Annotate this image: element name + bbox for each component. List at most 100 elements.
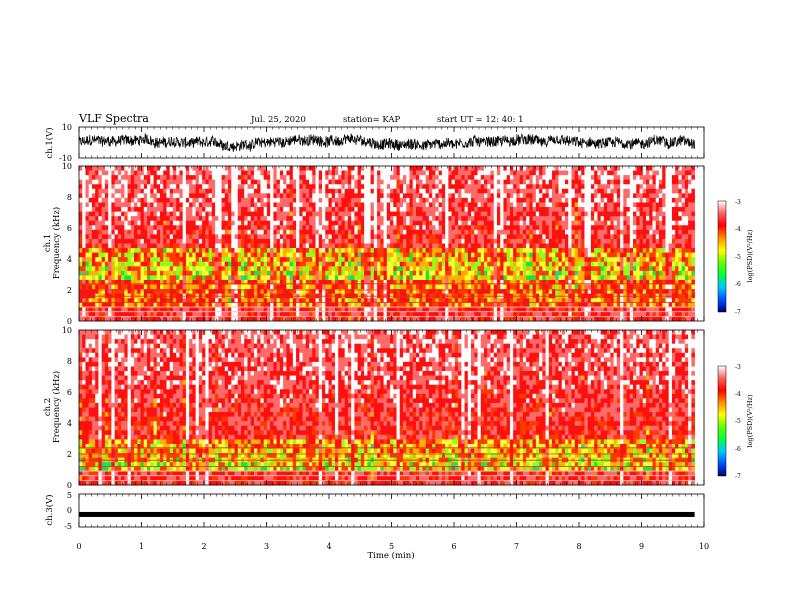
spectrogram-cell xyxy=(296,243,300,249)
spectrogram-cell xyxy=(542,238,546,244)
spectrogram-cell xyxy=(441,275,446,281)
spectrogram-cell xyxy=(403,175,407,180)
spectrogram-cell xyxy=(496,179,501,185)
spectrogram-cell xyxy=(552,184,556,190)
spectrogram-cell xyxy=(108,248,112,253)
spectrogram-cell xyxy=(237,216,242,222)
spectrogram-cell xyxy=(153,298,158,304)
spectrogram-cell xyxy=(325,166,329,171)
spectrogram-cell xyxy=(260,302,264,308)
spectrogram-cell xyxy=(127,243,132,249)
spectrogram-cell xyxy=(509,270,514,276)
spectrogram-cell xyxy=(487,298,491,304)
spectrogram-cell xyxy=(95,202,99,208)
spectrogram-cell xyxy=(529,193,533,199)
spectrogram-cell xyxy=(101,316,106,322)
spectrogram-cell xyxy=(111,188,115,194)
spectrogram-cell xyxy=(215,261,219,267)
spectrogram-cell xyxy=(150,289,154,294)
spectrogram-cell xyxy=(542,243,546,249)
spectrogram-cell xyxy=(503,307,507,313)
spectrogram-cell xyxy=(406,184,410,190)
spectrogram-cell xyxy=(428,211,433,217)
spectrogram-cell xyxy=(95,170,99,176)
spectrogram-cell xyxy=(241,170,245,176)
spectrogram-cell xyxy=(519,202,524,208)
spectrogram-cell xyxy=(419,275,423,281)
spectrogram-cell xyxy=(318,316,323,322)
spectrogram-cell xyxy=(496,166,501,171)
spectrogram-cell xyxy=(231,298,235,304)
spectrogram-cell xyxy=(471,234,475,240)
spectrogram-cell xyxy=(124,289,128,294)
spectrogram-cell xyxy=(432,270,436,276)
spectrogram-cell xyxy=(344,302,349,308)
spectrogram-cell xyxy=(519,289,524,294)
spectrogram-cell xyxy=(182,175,187,180)
spectrogram-cell xyxy=(130,188,135,194)
spectrogram-cell xyxy=(406,220,410,226)
spectrogram-cell xyxy=(409,179,414,185)
spectrogram-cell xyxy=(406,298,410,304)
spectrogram-cell xyxy=(121,175,125,180)
spectrogram-cell xyxy=(244,184,248,190)
spectrogram-cell xyxy=(179,270,183,276)
spectrogram-cell xyxy=(273,229,277,235)
spectrogram-cell xyxy=(519,193,524,199)
spectrogram-cell xyxy=(432,316,436,322)
spectrogram-cell xyxy=(386,248,391,253)
spectrogram-cell xyxy=(260,248,264,253)
spectrogram-cell xyxy=(85,298,90,304)
spectrogram-cell xyxy=(448,248,452,253)
spectrogram-cell xyxy=(474,197,478,203)
spectrogram-cell xyxy=(134,229,138,235)
spectrogram-cell xyxy=(441,179,446,185)
spectrogram-cell xyxy=(121,279,125,285)
spectrogram-cell xyxy=(101,243,106,249)
spectrogram-cell xyxy=(493,225,498,231)
spectrogram-cell xyxy=(198,311,203,317)
spectrogram-cell xyxy=(179,225,183,231)
spectrogram-cell xyxy=(244,289,248,294)
spectrogram-cell xyxy=(364,270,368,276)
spectrogram-cell xyxy=(253,257,258,263)
spectrogram-cell xyxy=(425,238,430,244)
spectrogram-cell xyxy=(526,302,530,308)
spectrogram-cell xyxy=(215,193,219,199)
spectrogram-cell xyxy=(412,211,417,217)
spectrogram-cell xyxy=(108,275,112,281)
spectrogram-cell xyxy=(309,284,313,290)
spectrogram-cell xyxy=(169,220,174,226)
spectrogram-cell xyxy=(182,202,187,208)
spectrogram-cell xyxy=(347,302,352,308)
spectrogram-cell xyxy=(412,248,417,253)
spectrogram-cell xyxy=(224,184,229,190)
spectrogram-cell xyxy=(189,261,193,267)
spectrogram-cell xyxy=(477,248,482,253)
spectrogram-cell xyxy=(535,311,540,317)
spectrogram-cell xyxy=(150,166,154,171)
spectrogram-cell xyxy=(390,311,394,317)
spectrogram-cell xyxy=(150,252,154,258)
spectrogram-cell xyxy=(506,311,511,317)
spectrogram-cell xyxy=(322,243,326,249)
spectrogram-cell xyxy=(445,266,449,272)
spectrogram-cell xyxy=(325,170,329,176)
spectrogram-cell xyxy=(409,229,414,235)
spectrogram-cell xyxy=(419,166,423,171)
spectrogram-cell xyxy=(176,266,180,272)
spectrogram-cell xyxy=(163,248,167,253)
spectrogram-cell xyxy=(360,275,365,281)
spectrogram-cell xyxy=(516,207,520,212)
spectrogram-cell xyxy=(334,270,339,276)
spectrogram-cell xyxy=(156,307,161,313)
spectrogram-cell xyxy=(490,202,495,208)
spectrogram-cell xyxy=(160,193,164,199)
spectrogram-cell xyxy=(130,248,135,253)
spectrogram-cell xyxy=(403,234,407,240)
spectrogram-cell xyxy=(172,316,177,322)
spectrogram-cell xyxy=(467,175,472,180)
spectrogram-cell xyxy=(208,179,213,185)
spectrogram-cell xyxy=(380,179,384,185)
spectrogram-cell xyxy=(435,307,439,313)
